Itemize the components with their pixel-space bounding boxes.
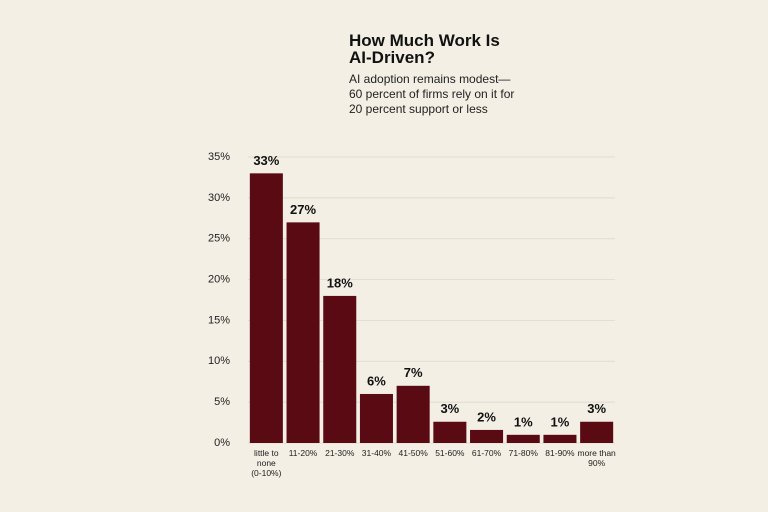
value-label: 2% [477, 409, 496, 424]
y-tick-label: 5% [214, 396, 230, 408]
y-tick-label: 25% [208, 233, 230, 245]
y-tick-label: 20% [208, 273, 230, 285]
chart-title: How Much Work Is AI-Driven? [349, 31, 500, 67]
y-tick-label: 0% [214, 437, 230, 449]
value-label: 1% [514, 414, 533, 429]
bar [470, 429, 504, 443]
x-tick-label: 41-50% [398, 448, 428, 458]
bar [286, 222, 320, 443]
x-tick-label: 11-20% [289, 448, 318, 458]
value-label: 27% [290, 202, 316, 217]
y-tick-label: 30% [208, 192, 230, 204]
x-tick-label: 71-80% [509, 448, 539, 458]
bar [396, 385, 430, 443]
value-label: 6% [367, 373, 386, 388]
bar [433, 421, 467, 443]
y-tick-label: 15% [208, 314, 230, 326]
value-label: 7% [404, 365, 423, 380]
value-label: 18% [327, 275, 353, 290]
x-tick-label: 21-30% [325, 448, 355, 458]
x-tick-label: 81-90% [545, 448, 575, 458]
bar [323, 295, 357, 443]
x-tick-label: 61-70% [472, 448, 502, 458]
x-tick-label: 51-60% [435, 448, 465, 458]
x-tick-label: little to none (0-10%) [251, 448, 281, 478]
value-label: 3% [440, 401, 459, 416]
chart-subtitle: AI adoption remains modest— 60 percent o… [349, 72, 515, 116]
bar [543, 434, 577, 443]
value-label: 33% [253, 153, 279, 168]
value-label: 3% [587, 401, 606, 416]
value-label: 1% [551, 414, 570, 429]
x-tick-label: 31-40% [362, 448, 392, 458]
x-tick-label: more than 90% [578, 448, 617, 468]
bar [506, 434, 540, 443]
y-tick-label: 10% [208, 355, 230, 367]
bar [359, 393, 393, 443]
bar [249, 173, 283, 444]
y-tick-label: 35% [208, 151, 230, 163]
bar [580, 421, 614, 443]
